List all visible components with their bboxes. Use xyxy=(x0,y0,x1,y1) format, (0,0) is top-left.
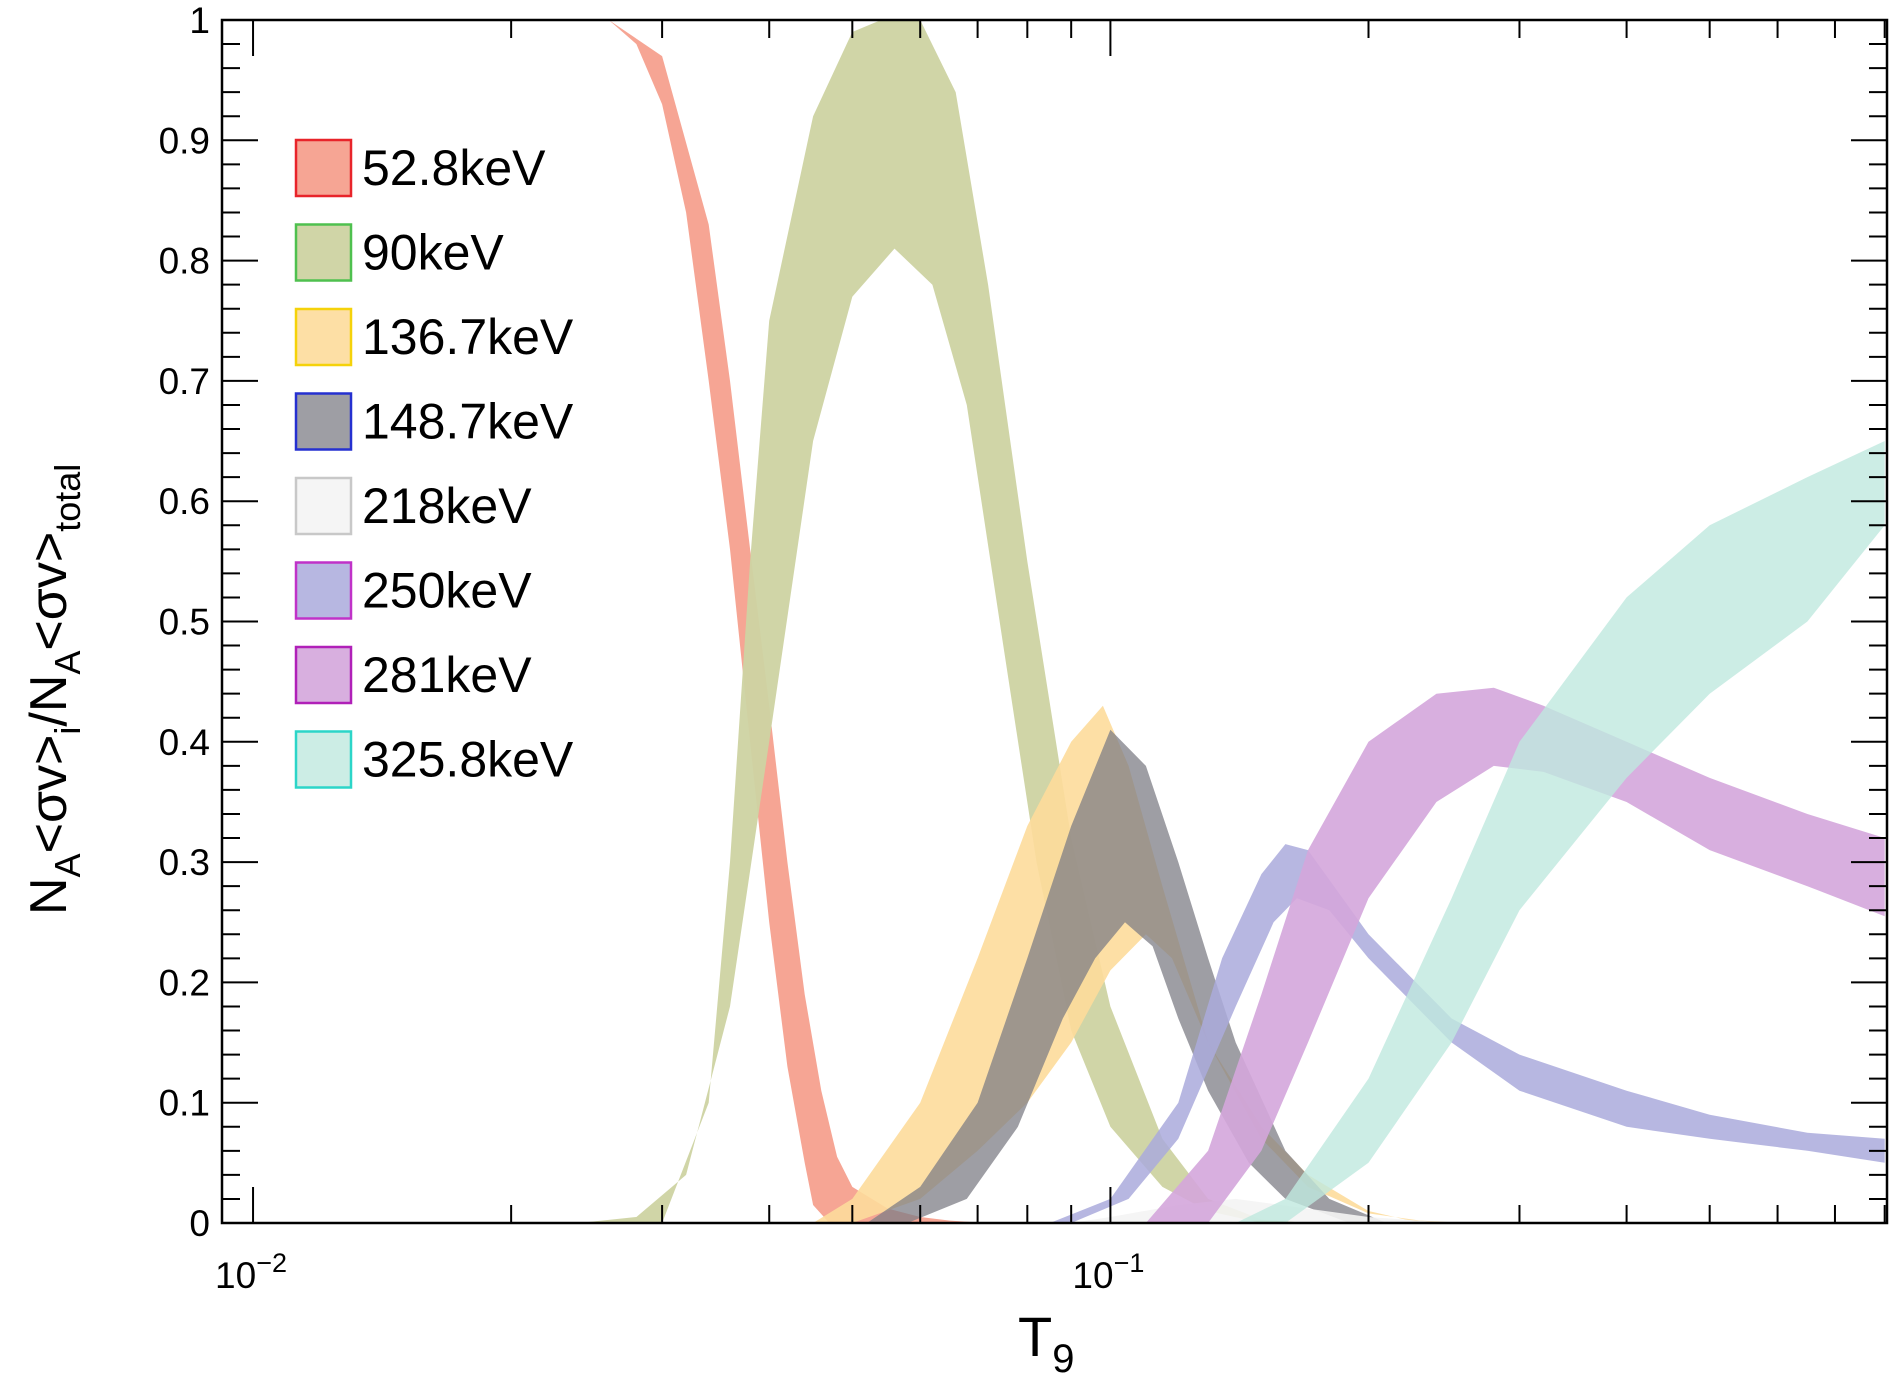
y-axis-title-s4: total xyxy=(47,464,88,532)
series-bands xyxy=(579,20,1885,1223)
legend-swatch xyxy=(294,223,353,282)
x-tick-label-base: 10 xyxy=(215,1255,256,1296)
y-axis-title-s2: i xyxy=(47,727,88,735)
legend-swatch xyxy=(294,307,353,367)
y-tick-label: 0.2 xyxy=(159,962,210,1003)
legend-label: 281keV xyxy=(362,647,532,703)
axis-ticks xyxy=(222,19,1887,1224)
y-axis-title-p4: <σv> xyxy=(20,532,78,651)
y-axis-title-p3: /N xyxy=(20,675,78,727)
legend-label: 90keV xyxy=(362,225,504,281)
y-tick-label: 0.9 xyxy=(159,120,210,161)
legend-label: 136.7keV xyxy=(362,309,574,365)
y-tick-label: 0.3 xyxy=(159,842,210,883)
y-tick-label: 0.8 xyxy=(159,241,210,282)
legend-swatch xyxy=(294,476,353,536)
y-tick-label: 1 xyxy=(189,0,210,41)
x-tick-label-base: 10 xyxy=(1072,1255,1113,1296)
legend-label: 52.8keV xyxy=(362,140,546,196)
legend-swatch xyxy=(294,561,353,620)
legend-swatch xyxy=(294,138,353,198)
x-tick-label: 10−1 xyxy=(1072,1248,1144,1296)
band-series-0 xyxy=(608,20,978,1223)
y-tick-label: 0.5 xyxy=(159,602,210,643)
legend-label: 250keV xyxy=(362,563,532,619)
legend-label: 148.7keV xyxy=(362,394,574,450)
legend: 52.8keV 90keV 136.7keV 148.7keV 218keV 250keV… xyxy=(294,138,574,789)
legend-label: 325.8keV xyxy=(362,732,574,788)
y-tick-label: 0.6 xyxy=(159,481,210,522)
y-tick-label: 0 xyxy=(189,1203,210,1244)
band-series-6 xyxy=(1145,687,1885,1223)
band-series-5 xyxy=(1049,844,1885,1223)
x-axis-title-main: T xyxy=(1018,1305,1052,1368)
legend-swatch xyxy=(294,392,353,451)
x-axis-title-sub: 9 xyxy=(1052,1337,1074,1381)
band-series-2 xyxy=(813,705,1467,1223)
y-tick-label: 0.7 xyxy=(159,361,210,402)
y-axis-title-s3: A xyxy=(47,651,88,675)
y-axis-title-p2: <σv> xyxy=(20,735,78,854)
x-tick-label: 10−2 xyxy=(215,1248,287,1296)
y-axis-title-s1: A xyxy=(47,853,88,877)
band-series-7 xyxy=(1235,441,1885,1223)
band-series-1 xyxy=(579,20,1308,1223)
y-tick-label: 0.4 xyxy=(159,722,210,763)
legend-swatch xyxy=(294,730,353,789)
y-tick-label: 0.1 xyxy=(159,1083,210,1124)
y-axis-title: NA<σv>i/NA<σv>total xyxy=(20,464,88,915)
legend-swatch xyxy=(294,645,353,705)
legend-label: 218keV xyxy=(362,478,532,534)
x-tick-label-exponent: −2 xyxy=(256,1248,287,1278)
y-axis-title-p1: N xyxy=(20,877,78,915)
x-axis-title: T9 xyxy=(1018,1305,1074,1381)
x-tick-label-exponent: −1 xyxy=(1114,1248,1145,1278)
